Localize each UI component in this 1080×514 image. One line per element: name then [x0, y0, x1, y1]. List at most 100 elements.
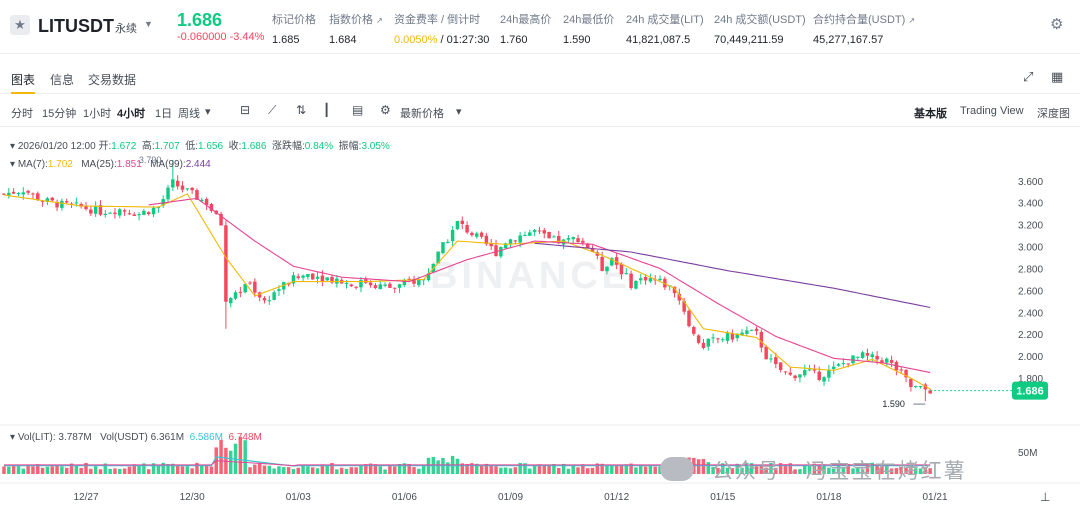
- settings-gear-icon[interactable]: ⚙: [380, 103, 391, 117]
- volume-bar: [474, 463, 479, 474]
- candle-body: [643, 277, 648, 281]
- candle-body: [880, 360, 884, 363]
- favorite-star-icon[interactable]: ★: [10, 15, 30, 35]
- candle-body: [764, 346, 768, 360]
- candle-body: [127, 213, 132, 215]
- candle-body: [610, 258, 614, 266]
- chevron-down-icon[interactable]: ▾: [205, 106, 211, 118]
- volume-bar: [262, 465, 267, 474]
- y-tick-label: 3.000: [1018, 243, 1043, 254]
- candle-body: [11, 191, 16, 194]
- candle-body: [118, 209, 122, 216]
- indicator-icon[interactable]: ⊟: [240, 103, 251, 117]
- candle-body: [132, 214, 136, 216]
- price-change: -0.060000 -3.44%: [177, 31, 265, 43]
- candle-body: [441, 242, 445, 254]
- volume-ma2-line: [4, 460, 931, 467]
- axis-settings-icon: ⊥: [1040, 490, 1050, 504]
- volume-bar: [378, 466, 382, 474]
- candle-type-icon[interactable]: ┃: [323, 103, 331, 117]
- candle-body: [89, 209, 93, 214]
- max-price-label: 3.790: [139, 155, 162, 165]
- volume-bar: [200, 464, 204, 474]
- candle-body: [725, 333, 730, 341]
- candle-body: [93, 206, 98, 214]
- interval-15m[interactable]: 15分钟: [42, 108, 77, 120]
- collapse-caret-icon[interactable]: ▾: [10, 432, 16, 443]
- expand-icon[interactable]: ⤢: [1023, 69, 1034, 84]
- volume-bar: [643, 466, 648, 474]
- stat-open-interest: 合约持合量(USDT) ↗ 45,277,167.57: [813, 14, 916, 46]
- volume-bar: [807, 465, 812, 474]
- candle-body: [783, 371, 788, 373]
- collapse-caret-icon[interactable]: ▾: [10, 141, 16, 152]
- candle-body: [494, 245, 498, 257]
- volume-bar: [537, 464, 542, 474]
- collapse-caret-icon[interactable]: ▾: [10, 159, 16, 170]
- volume-bar: [156, 464, 161, 474]
- volume-bar: [605, 465, 609, 474]
- candle-body: [349, 284, 354, 287]
- volume-bar: [7, 466, 11, 474]
- chevron-down-icon[interactable]: ▼: [144, 19, 153, 29]
- volume-bar: [827, 467, 831, 474]
- interval-1h[interactable]: 1小时: [83, 108, 112, 120]
- candle-body: [639, 278, 643, 281]
- volume-bar: [870, 462, 875, 474]
- grid-layout-icon[interactable]: ▦: [1051, 69, 1064, 84]
- y-tick-label: 3.600: [1018, 177, 1043, 188]
- settings-gear-icon[interactable]: ⚙: [1050, 16, 1064, 33]
- candle-body: [238, 291, 243, 293]
- tab-info[interactable]: 信息: [50, 73, 75, 87]
- volume-bar: [108, 468, 112, 474]
- candle-body: [889, 359, 894, 363]
- last-price: 1.686: [177, 10, 223, 30]
- symbol-title[interactable]: LITUSDT: [38, 16, 114, 36]
- view-tradingview[interactable]: Trading View: [960, 105, 1024, 117]
- draw-line-icon[interactable]: ⟋: [268, 103, 277, 117]
- volume-bar: [909, 465, 913, 474]
- candle-body: [918, 386, 923, 388]
- volume-bar: [166, 464, 170, 474]
- volume-bar: [716, 467, 720, 474]
- volume-bar: [171, 463, 175, 474]
- interval-weekly[interactable]: 周线: [178, 108, 200, 120]
- candle-body: [219, 213, 223, 226]
- candle-body: [489, 243, 493, 247]
- chart-tabs: 图表 信息 交易数据 ⤢ ▦: [0, 62, 1080, 94]
- view-depth[interactable]: 深度图: [1037, 108, 1070, 120]
- candle-body: [31, 193, 35, 195]
- volume-bar: [783, 464, 788, 474]
- x-tick-label: 01/21: [922, 492, 947, 503]
- contract-type[interactable]: 永续: [115, 23, 137, 35]
- ma25-line: [148, 197, 931, 374]
- volume-bar: [204, 465, 209, 474]
- chart-toolbar: 分时 15分钟 1小时 4小时 1日 周线 ▾ ⊟ ⟋ ⇅ ┃ ▤ ⚙ 最新价格…: [0, 95, 1080, 127]
- candle-body: [769, 358, 773, 360]
- candle-body: [793, 375, 797, 379]
- volume-bar: [788, 463, 793, 474]
- volume-bar: [880, 463, 884, 474]
- template-icon[interactable]: ▤: [352, 103, 364, 117]
- interval-1d[interactable]: 1日: [155, 108, 173, 120]
- volume-bar: [648, 464, 653, 474]
- candle-body: [909, 378, 913, 388]
- interval-4h[interactable]: 4小时: [117, 108, 146, 120]
- interval-timeline[interactable]: 分时: [11, 108, 33, 120]
- tab-chart[interactable]: 图表: [11, 73, 36, 87]
- volume-bar: [392, 466, 397, 474]
- stat-mark-price: 标记价格 1.685: [272, 14, 316, 46]
- compare-icon[interactable]: ⇅: [296, 103, 307, 117]
- candle-body: [195, 190, 199, 200]
- candle-body: [648, 278, 653, 282]
- volume-bar: [40, 467, 45, 474]
- candle-body: [402, 280, 407, 286]
- external-link-icon[interactable]: ↗: [908, 16, 916, 25]
- volume-bar: [499, 467, 503, 474]
- tab-trading-data[interactable]: 交易数据: [88, 73, 137, 87]
- chevron-down-icon[interactable]: ▾: [456, 106, 462, 118]
- view-basic[interactable]: 基本版: [914, 108, 947, 120]
- price-type-select[interactable]: 最新价格: [400, 108, 444, 120]
- candle-body: [103, 213, 108, 215]
- external-link-icon[interactable]: ↗: [376, 16, 383, 25]
